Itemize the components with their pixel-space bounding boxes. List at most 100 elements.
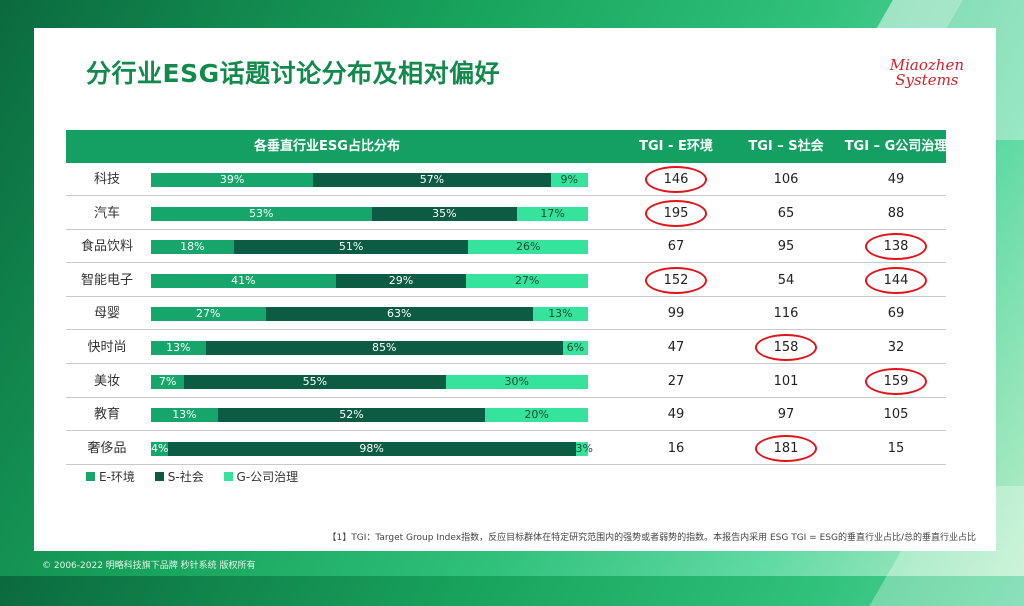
highlight-circle xyxy=(865,266,927,294)
bar-segment-s: 63% xyxy=(265,307,533,322)
row-divider xyxy=(66,195,946,196)
table-row: 快时尚 13% 85% 6% 47 158 32 xyxy=(66,331,946,364)
bar-segment-g: 30% xyxy=(445,374,588,389)
table-row: 母婴 27% 63% 13% 99 116 69 xyxy=(66,297,946,331)
category-label: 汽车 xyxy=(93,205,120,221)
row-divider xyxy=(66,363,946,364)
row-divider xyxy=(66,463,946,465)
bar-segment-g: 13% xyxy=(532,307,588,322)
bar-segment-e: 41% xyxy=(151,273,336,288)
legend-label-g: G-公司治理 xyxy=(236,470,299,484)
bar-segment-e: 13% xyxy=(151,408,218,423)
bar-segment-s: 29% xyxy=(335,273,467,288)
tgi-value-e: 146 xyxy=(621,163,731,196)
category-label: 美妆 xyxy=(93,373,120,389)
category-label: 科技 xyxy=(93,172,120,187)
stacked-bar: 13% 52% 20% xyxy=(151,408,588,423)
bar-segment-s: 57% xyxy=(313,173,551,187)
table-header: 各垂直行业ESG占比分布 TGI - E环境 TGI – S社会 TGI – G… xyxy=(66,130,947,163)
row-divider xyxy=(66,262,946,264)
table-row: 汽车 53% 35% 17% 195 65 88 xyxy=(66,197,946,230)
tgi-value-s: 65 xyxy=(777,205,795,221)
bar-segment-s: 52% xyxy=(217,408,486,423)
tgi-value-g: 15 xyxy=(887,440,905,456)
slide-title: 分行业ESG话题讨论分布及相对偏好 xyxy=(86,59,501,88)
miaozhen-logo: Miaozhen Systems xyxy=(890,58,964,88)
tgi-value-g: 105 xyxy=(883,407,909,423)
tgi-value-e: 49 xyxy=(667,407,685,423)
stacked-bar: 18% 51% 26% xyxy=(151,240,588,255)
legend-swatch-g xyxy=(223,472,233,481)
table-row: 科技 39% 57% 9% 146 106 49 xyxy=(66,163,946,196)
category-label: 智能电子 xyxy=(80,272,133,288)
bar-segment-e: 7% xyxy=(151,374,185,389)
row-divider xyxy=(66,430,946,432)
tgi-value-s: 95 xyxy=(777,239,795,255)
header-tgi-g: TGI – G公司治理 xyxy=(844,139,948,154)
footnote: 【1】TGI：Target Group Index指数，反应目标群体在特定研究范… xyxy=(327,533,977,543)
bar-segment-e: 13% xyxy=(151,341,206,355)
category-label: 食品饮料 xyxy=(80,239,133,255)
category-label: 奢侈品 xyxy=(87,440,127,456)
tgi-value-g: 32 xyxy=(887,340,905,355)
tgi-value-g: 144 xyxy=(841,264,951,297)
tgi-value-s: 54 xyxy=(777,272,795,288)
tgi-value-s: 106 xyxy=(773,172,799,187)
header-tgi-s: TGI – S社会 xyxy=(748,139,824,154)
legend-swatch-e xyxy=(86,472,95,481)
legend-item-e: E-环境 xyxy=(86,468,135,485)
tgi-value-g: 49 xyxy=(887,172,905,187)
tgi-value-s: 181 xyxy=(731,432,841,465)
tgi-value-s: 116 xyxy=(773,306,799,322)
category-label: 快时尚 xyxy=(87,340,127,355)
tgi-value-e: 67 xyxy=(667,239,685,255)
logo-line1: Miaozhen xyxy=(889,56,964,74)
tgi-value-g: 88 xyxy=(887,205,905,221)
table-row: 智能电子 41% 29% 27% 152 54 144 xyxy=(66,264,946,297)
stacked-bar: 53% 35% 17% xyxy=(151,206,588,221)
tgi-value-e: 16 xyxy=(667,440,685,456)
tgi-value-s: 101 xyxy=(773,373,799,389)
table-row: 食品饮料 18% 51% 26% 67 95 138 xyxy=(66,230,946,264)
stacked-bar: 41% 29% 27% xyxy=(151,273,588,288)
legend-label-e: E-环境 xyxy=(99,470,135,484)
tgi-value-s: 97 xyxy=(777,407,795,423)
legend-item-g: G-公司治理 xyxy=(223,468,299,485)
bar-segment-g: 27% xyxy=(466,273,588,288)
slide-panel: 分行业ESG话题讨论分布及相对偏好 Miaozhen Systems 各垂直行业… xyxy=(34,28,996,551)
stacked-bar: 4% 98% 3% xyxy=(151,441,593,456)
bar-segment-g: 26% xyxy=(468,240,588,255)
bar-segment-e: 18% xyxy=(151,240,234,255)
copyright: © 2006-2022 明略科技旗下品牌 秒针系统 版权所有 xyxy=(42,561,256,571)
stacked-bar: 27% 63% 13% xyxy=(151,307,588,322)
legend-label-s: S-社会 xyxy=(167,470,204,484)
bar-segment-s: 55% xyxy=(184,374,446,389)
bar-segment-g: 9% xyxy=(550,173,588,187)
tgi-value-e: 27 xyxy=(667,373,685,389)
tgi-value-e: 47 xyxy=(667,340,685,355)
legend: E-环境 S-社会 G-公司治理 xyxy=(86,468,314,485)
logo-line2: Systems xyxy=(895,71,959,89)
bar-segment-s: 35% xyxy=(371,206,518,221)
legend-swatch-s xyxy=(154,472,164,481)
highlight-circle xyxy=(865,233,927,261)
highlight-circle xyxy=(865,367,927,395)
header-tgi-e: TGI - E环境 xyxy=(639,139,713,154)
stacked-bar: 7% 55% 30% xyxy=(151,374,588,389)
tgi-value-g: 138 xyxy=(841,230,951,263)
bar-segment-g: 17% xyxy=(517,206,588,221)
tgi-value-e: 99 xyxy=(667,306,685,322)
bar-segment-s: 98% xyxy=(167,441,576,456)
legend-item-s: S-社会 xyxy=(154,468,204,485)
tgi-value-e: 195 xyxy=(621,197,731,230)
bar-segment-e: 4% xyxy=(151,441,169,456)
table-row: 奢侈品 4% 98% 3% 16 181 15 xyxy=(66,432,946,465)
highlight-circle xyxy=(755,334,817,361)
bar-segment-s: 51% xyxy=(233,240,469,255)
category-label: 教育 xyxy=(93,407,120,423)
highlight-circle xyxy=(645,266,707,294)
stacked-bar: 39% 57% 9% xyxy=(151,173,588,187)
row-divider xyxy=(66,295,946,297)
row-divider xyxy=(66,396,946,398)
bar-segment-e: 27% xyxy=(151,307,266,322)
